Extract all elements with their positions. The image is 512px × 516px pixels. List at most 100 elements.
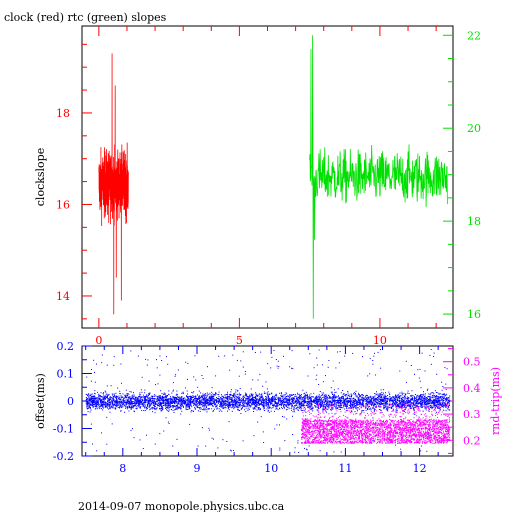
data-point [347, 406, 348, 407]
data-point [224, 397, 225, 398]
data-point [327, 397, 328, 398]
data-point [370, 396, 371, 397]
data-point [294, 410, 295, 411]
data-point [252, 379, 253, 380]
data-point [334, 414, 335, 415]
data-point [195, 398, 196, 399]
data-point [173, 401, 174, 402]
data-point [272, 397, 273, 398]
data-point [299, 408, 300, 409]
data-point [274, 428, 275, 429]
data-point [245, 395, 246, 396]
data-point [340, 399, 341, 400]
data-point [373, 356, 374, 357]
data-point [437, 408, 438, 409]
data-point [265, 401, 266, 402]
data-point [341, 407, 342, 408]
data-point [229, 370, 230, 371]
data-point [430, 394, 431, 395]
data-point [86, 398, 87, 399]
data-point [137, 397, 138, 398]
data-point [433, 393, 434, 394]
data-point [169, 404, 170, 405]
data-point [434, 405, 435, 406]
data-point [304, 403, 305, 404]
data-point [344, 356, 345, 357]
data-point [149, 405, 150, 406]
data-point [233, 408, 234, 409]
data-point [311, 403, 312, 404]
data-point [195, 409, 196, 410]
data-point [394, 396, 395, 397]
data-point [135, 398, 136, 399]
data-point [434, 399, 435, 400]
y-tick-label-left: -0.1 [53, 423, 74, 436]
data-point [438, 396, 439, 397]
data-point [255, 396, 256, 397]
data-point [376, 406, 377, 407]
data-point [202, 394, 203, 395]
data-point [307, 401, 308, 402]
data-point [339, 400, 340, 401]
data-point [200, 411, 201, 412]
data-point [348, 402, 349, 403]
data-point [213, 406, 214, 407]
data-point [299, 406, 300, 407]
data-point [341, 403, 342, 404]
data-point [199, 397, 200, 398]
data-point [246, 408, 247, 409]
data-point [449, 396, 450, 397]
data-point [92, 406, 93, 407]
data-point [139, 400, 140, 401]
data-point [289, 394, 290, 395]
data-point [107, 396, 108, 397]
data-point [241, 405, 242, 406]
data-point [211, 400, 212, 401]
data-point [124, 405, 125, 406]
data-point [355, 407, 356, 408]
data-point [143, 406, 144, 407]
data-point [171, 400, 172, 401]
data-point [392, 396, 393, 397]
data-point [132, 402, 133, 403]
data-point [287, 398, 288, 399]
data-point [429, 403, 430, 404]
data-point [289, 398, 290, 399]
data-point [276, 402, 277, 403]
data-point [179, 404, 180, 405]
y-tick-label-left: 16 [56, 198, 70, 211]
data-point [93, 360, 94, 361]
y-tick-label-left: 0 [67, 395, 74, 408]
y-tick-label-right: 0.2 [463, 434, 481, 447]
data-point [389, 405, 390, 406]
data-point [306, 401, 307, 402]
data-point [406, 361, 407, 362]
data-point [322, 364, 323, 365]
data-point [191, 399, 192, 400]
data-point [203, 395, 204, 396]
data-point [101, 408, 102, 409]
data-point [122, 397, 123, 398]
data-point [389, 401, 390, 402]
data-point [289, 402, 290, 403]
data-point [397, 395, 398, 396]
data-point [224, 355, 225, 356]
data-point [244, 403, 245, 404]
data-point [332, 393, 333, 394]
data-point [214, 404, 215, 405]
data-point [253, 403, 254, 404]
data-point [230, 402, 231, 403]
data-point [159, 408, 160, 409]
data-point [147, 408, 148, 409]
data-point [311, 393, 312, 394]
data-point [336, 406, 337, 407]
data-point [306, 397, 307, 398]
data-point [167, 403, 168, 404]
data-point [319, 394, 320, 395]
data-point [380, 368, 381, 369]
data-point [326, 401, 327, 402]
data-point [384, 407, 385, 408]
data-point [448, 409, 449, 410]
data-point [271, 408, 272, 409]
data-point [361, 410, 362, 411]
